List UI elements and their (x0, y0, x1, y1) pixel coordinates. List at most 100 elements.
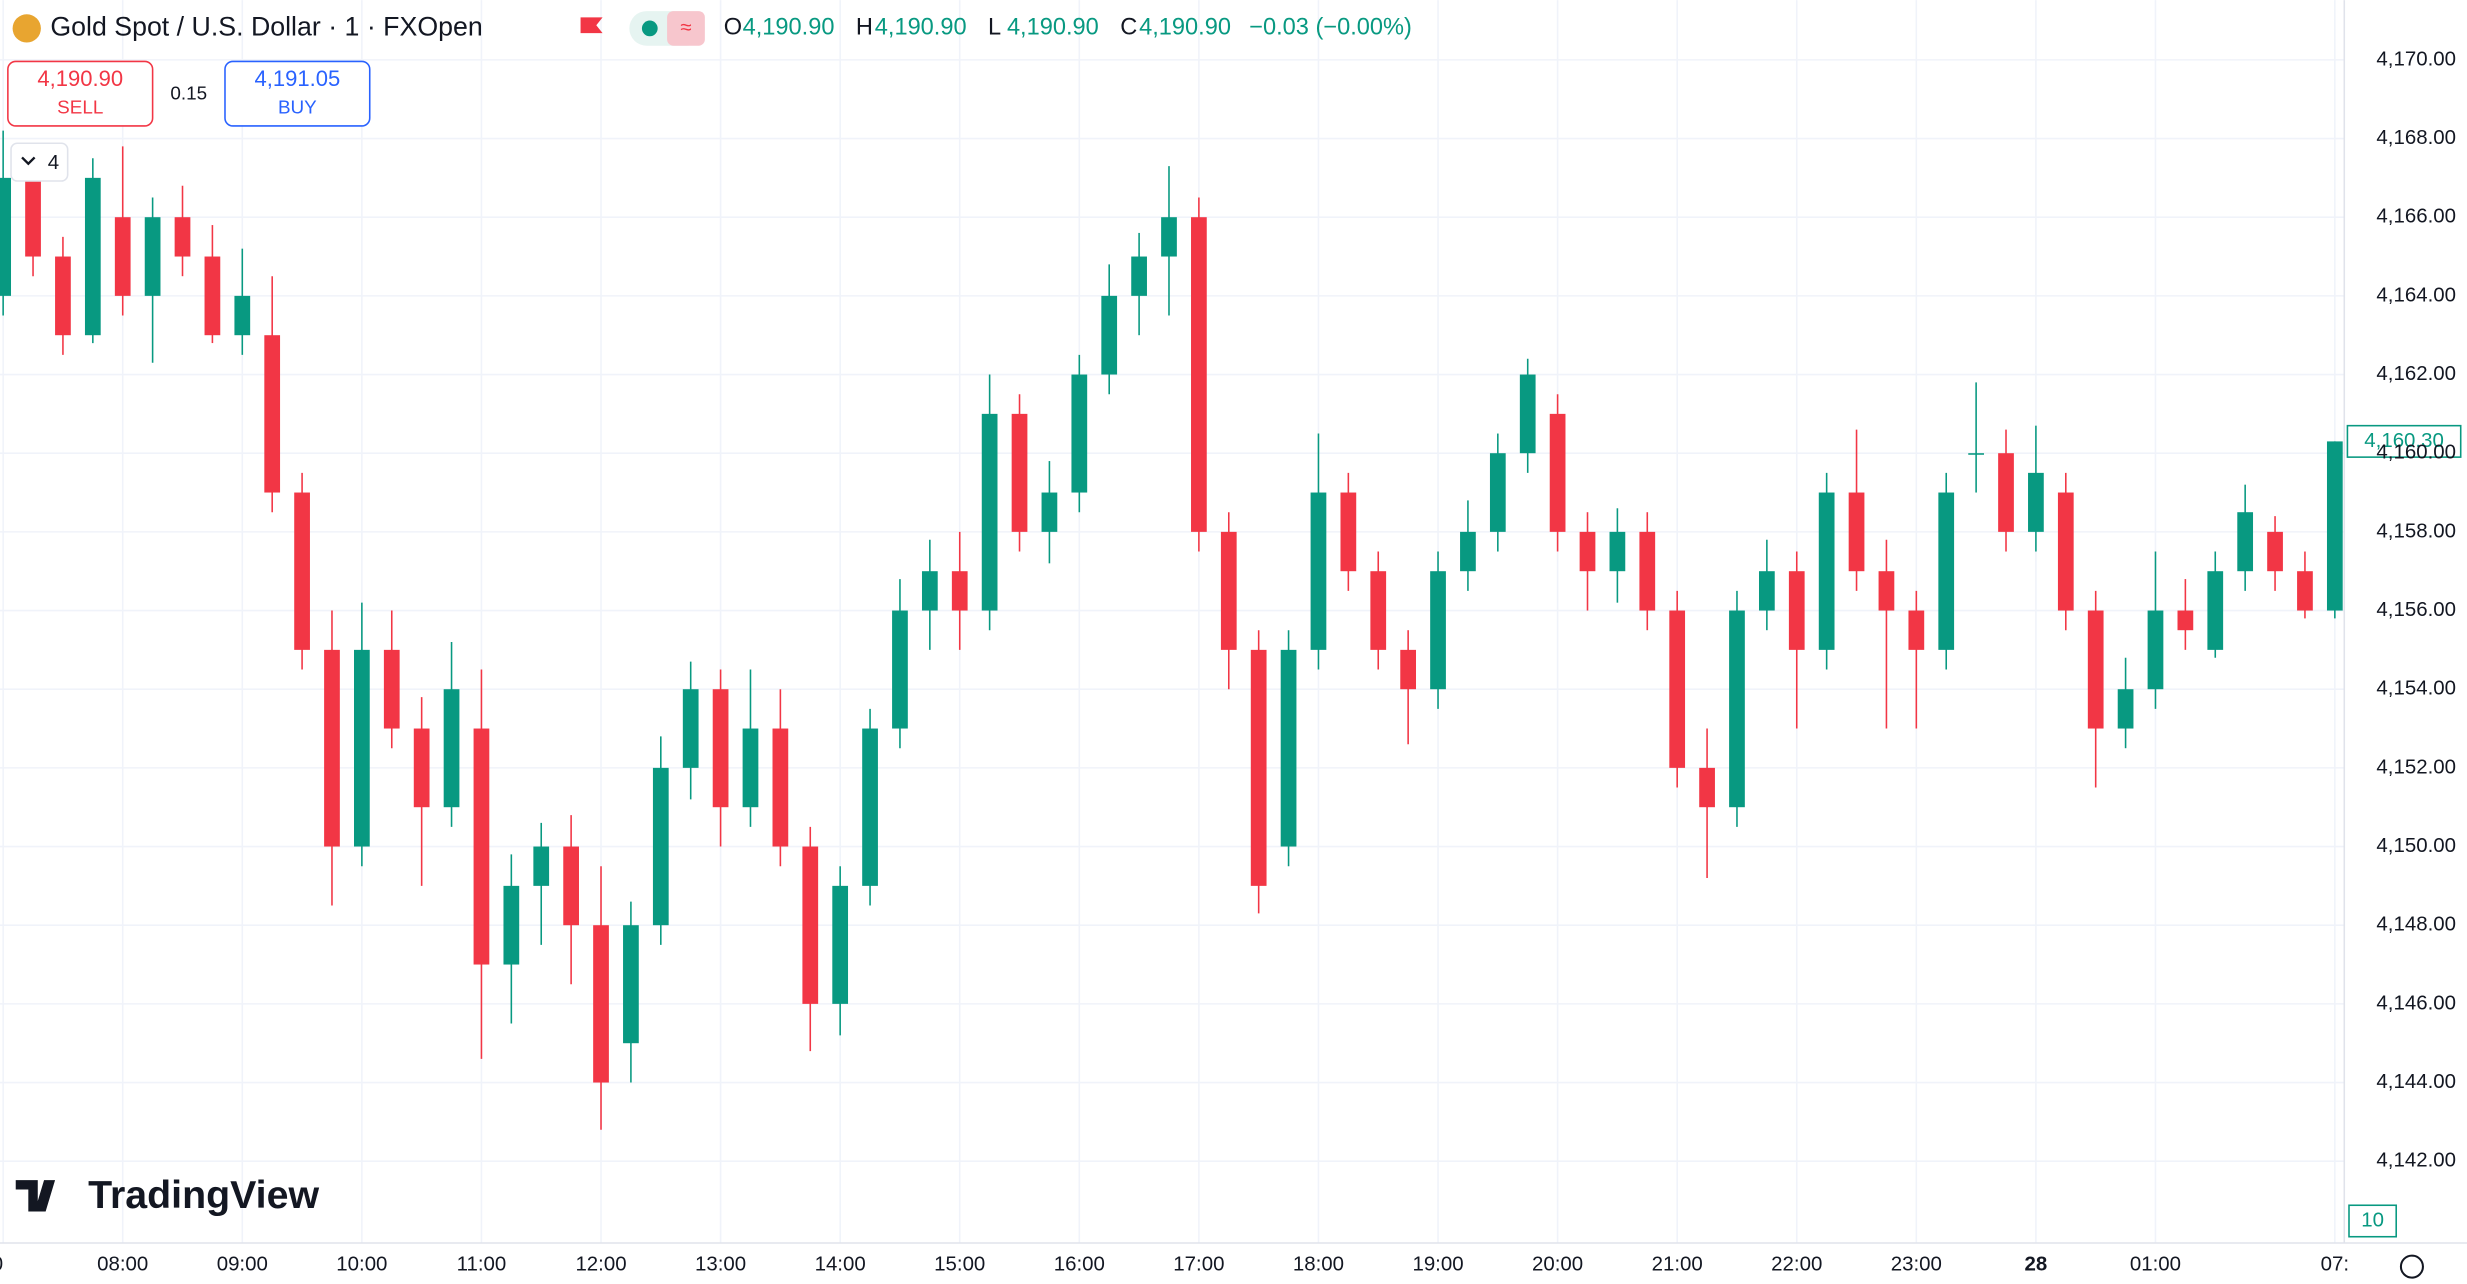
y-tick-label: 4,144.00 (2376, 1070, 2456, 1093)
x-tick-label: 22:00 (1771, 1252, 1822, 1275)
x-tick-label: 10:00 (336, 1252, 387, 1275)
candle-body (1041, 492, 1058, 532)
indicators-toggle[interactable] (10, 142, 69, 182)
buy-button[interactable] (224, 60, 371, 127)
candle-body (2147, 610, 2164, 690)
settings-icon[interactable] (2399, 1254, 2424, 1279)
logo-text: TradingView (88, 1173, 319, 1217)
y-tick-label: 4,146.00 (2376, 991, 2456, 1014)
last-price-box (2346, 424, 2462, 458)
x-tick-label: 23:00 (1891, 1252, 1942, 1275)
delay-icon: ≈ (680, 16, 691, 39)
candle-body (742, 728, 759, 808)
y-tick-label: 4,166.00 (2376, 205, 2456, 228)
candle-body (1669, 610, 1686, 768)
candle-body (2267, 531, 2283, 572)
x-tick-label: 07: (2321, 1252, 2349, 1275)
x-tick-label: 16:00 (1054, 1252, 1105, 1275)
candle-body (354, 649, 370, 847)
candle-body (1071, 374, 1088, 493)
x-tick-label: 20:00 (1532, 1252, 1583, 1275)
y-tick-label: 4,168.00 (2376, 126, 2456, 149)
y-tick-label: 4,162.00 (2376, 362, 2456, 385)
candle-body (2326, 441, 2343, 611)
candle-body (533, 846, 550, 886)
candle-body (1460, 531, 1476, 572)
candle-body (1549, 413, 1566, 532)
ohlc-key: H (856, 15, 873, 41)
x-tick-label: 14:00 (815, 1252, 866, 1275)
candle-body (1758, 571, 1775, 611)
status-delay (667, 11, 705, 46)
chevron (21, 156, 36, 166)
candle-body (1400, 649, 1417, 690)
candle-body (1699, 767, 1715, 808)
x-tick-label: 08:00 (97, 1252, 148, 1275)
candle-body (0, 177, 12, 296)
candle-body (2117, 689, 2134, 729)
candle-body (593, 925, 609, 1083)
candle-body (1968, 453, 1984, 455)
candle-body (832, 885, 849, 1004)
candle-body (1998, 453, 2014, 532)
ohlc-change: −0.03 (−0.00%) (1249, 15, 1412, 41)
candle-body (84, 177, 101, 336)
x-tick-label: 12:00 (575, 1252, 626, 1275)
indicators-count: 4 (48, 151, 59, 174)
candle-body (1788, 571, 1805, 650)
candle-body (1101, 295, 1118, 375)
candle-body (1639, 531, 1656, 611)
candle-body (2057, 492, 2074, 611)
ohlc-key: O (724, 15, 742, 41)
y-tick-label: 4,148.00 (2376, 913, 2456, 936)
candle-body (1818, 492, 1835, 650)
y-tick-label: 4,150.00 (2376, 834, 2456, 857)
candle-body (951, 571, 968, 611)
candle-body (1250, 649, 1267, 886)
candle-body (1908, 610, 1925, 650)
candle-body (234, 295, 251, 336)
candle-body (2237, 512, 2254, 572)
ohlc-value: 4,190.90 (1007, 15, 1099, 41)
candle-body (1848, 492, 1865, 572)
y-tick-label: 4,158.00 (2376, 519, 2456, 542)
candle-body (1609, 531, 1626, 572)
logo-mark (15, 1180, 56, 1212)
candle-body (144, 217, 161, 296)
candle-body (25, 177, 41, 257)
volume-scale-box (2348, 1204, 2397, 1238)
sell-button[interactable] (7, 60, 154, 127)
volume-scale-label: 10 (2361, 1208, 2384, 1231)
sell-label: SELL (57, 98, 103, 119)
symbol-title: Gold Spot / U.S. Dollar · 1 · FXOpen (50, 11, 482, 41)
candle-body (413, 728, 430, 808)
candle-body (1519, 374, 1536, 454)
ohlc-legend: O 4,190.90 H 4,190.90 L 4,190.90 C 4,190.90 −0.0… (724, 15, 1412, 41)
flag-icon[interactable] (580, 17, 603, 34)
candle-body (802, 846, 819, 1004)
candle-body (1131, 256, 1147, 296)
y-tick-label: 4,142.00 (2376, 1149, 2456, 1172)
candle-body (324, 649, 340, 847)
candle-body (1161, 217, 1177, 257)
candle-body (1191, 217, 1207, 532)
x-tick-label: 17:00 (1173, 1252, 1224, 1275)
candle-body (473, 728, 490, 965)
buy-label: BUY (278, 98, 317, 119)
candle-body (443, 689, 460, 808)
sell-price: 4,190.90 (37, 66, 123, 91)
candle-body (1220, 531, 1237, 650)
last-price-label: 4,160.30 (2364, 429, 2444, 452)
y-tick-label: 4,156.00 (2376, 598, 2456, 621)
candle-body (921, 571, 938, 611)
candle-body (981, 413, 998, 611)
candle-body (1878, 571, 1895, 611)
y-tick-label: 4,152.00 (2376, 755, 2456, 778)
ohlc-key: L (988, 15, 1001, 41)
candle-body (1370, 571, 1387, 650)
candle-body (174, 217, 191, 257)
candle-body (264, 335, 281, 493)
candle-body (114, 217, 131, 296)
candle-body (204, 256, 221, 336)
candle-body (623, 925, 639, 1044)
